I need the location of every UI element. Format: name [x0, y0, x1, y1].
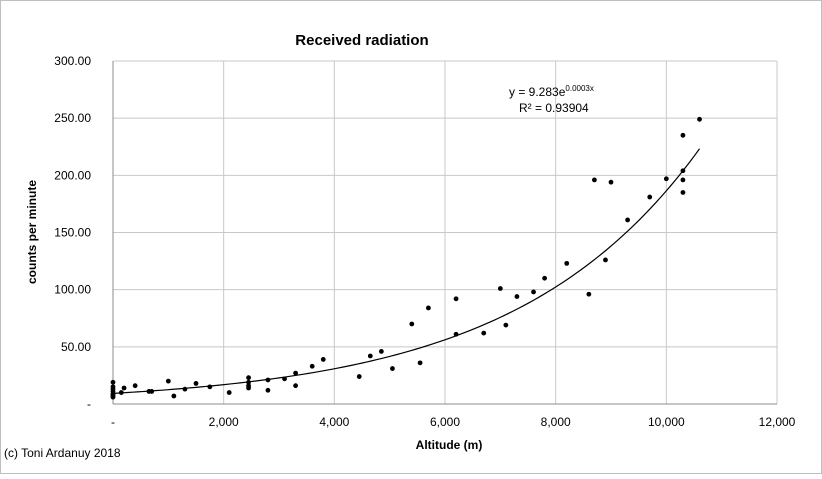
y-tick-label: 150.00: [54, 226, 91, 240]
data-point: [647, 194, 653, 200]
data-point: [514, 294, 520, 299]
data-point: [409, 321, 415, 327]
data-point: [171, 393, 177, 399]
x-axis-label: Altitude (m): [416, 438, 483, 452]
data-point: [608, 179, 614, 185]
data-point: [542, 275, 547, 281]
data-point: [265, 387, 271, 393]
y-tick-label: 250.00: [54, 111, 91, 125]
data-point: [182, 386, 188, 392]
data-point: [481, 330, 487, 336]
data-point: [207, 384, 213, 390]
data-point: [680, 190, 686, 195]
data-point: [426, 305, 431, 311]
data-point: [193, 381, 199, 386]
y-tick-label: 50.00: [61, 340, 91, 354]
x-tick-label: 10,000: [648, 415, 685, 429]
data-point: [320, 357, 326, 362]
data-point: [226, 390, 232, 395]
data-point: [110, 379, 116, 385]
data-point: [282, 376, 287, 382]
data-point: [390, 366, 395, 371]
tick-labels: - 2,000 4,000 6,000 8,000 10,000 12,000 - 50.00 1…: [54, 54, 795, 429]
x-tick-label: 12,000: [759, 415, 796, 429]
y-axis-label: counts per minute: [25, 180, 39, 284]
trendline-r2: R² = 0.93904: [519, 101, 589, 115]
chart-title: Received radiation: [295, 32, 428, 49]
data-point: [165, 378, 171, 384]
data-point: [265, 377, 271, 383]
data-point: [603, 257, 608, 263]
data-point: [564, 260, 570, 266]
data-point: [680, 132, 686, 138]
data-point: [246, 385, 251, 391]
data-point: [378, 349, 384, 354]
trendline-equation-base: y = 9.283e: [509, 85, 566, 99]
data-point: [356, 374, 362, 379]
data-point: [697, 116, 702, 122]
data-point: [118, 390, 124, 395]
data-point: [293, 383, 298, 389]
data-point: [309, 363, 315, 369]
credit-text: (c) Toni Ardanuy 2018: [4, 446, 121, 460]
x-tick-label: -: [111, 415, 115, 429]
data-point: [625, 217, 630, 223]
axes: [112, 61, 777, 405]
y-tick-label: 200.00: [54, 168, 91, 182]
gridlines: [113, 60, 778, 404]
data-point: [663, 176, 669, 182]
data-point: [367, 353, 373, 359]
data-point: [531, 289, 536, 295]
data-point: [680, 177, 686, 183]
data-point: [121, 385, 127, 391]
y-tick-label: 100.00: [54, 283, 91, 297]
trendline-equation-exponent: 0.0003x: [565, 84, 593, 93]
data-point: [110, 394, 116, 400]
data-point: [453, 296, 459, 302]
data-point: [132, 383, 138, 389]
data-point: [246, 379, 251, 385]
data-point: [246, 375, 251, 381]
x-tick-label: 8,000: [541, 415, 571, 429]
data-point: [453, 331, 459, 337]
data-point: [680, 168, 686, 174]
trendline-equation: y = 9.283e0.0003x: [509, 84, 594, 99]
y-tick-label: 300.00: [54, 54, 91, 68]
data-point: [592, 177, 597, 183]
data-point: [586, 291, 592, 297]
x-tick-label: 6,000: [430, 415, 460, 429]
data-point: [149, 389, 155, 394]
x-tick-label: 4,000: [319, 415, 349, 429]
data-point: [503, 322, 509, 328]
x-tick-label: 2,000: [209, 415, 239, 429]
data-point: [497, 286, 503, 291]
data-point: [293, 370, 298, 376]
data-points: [110, 116, 702, 400]
y-tick-label: -: [87, 397, 91, 411]
data-point: [417, 360, 423, 366]
